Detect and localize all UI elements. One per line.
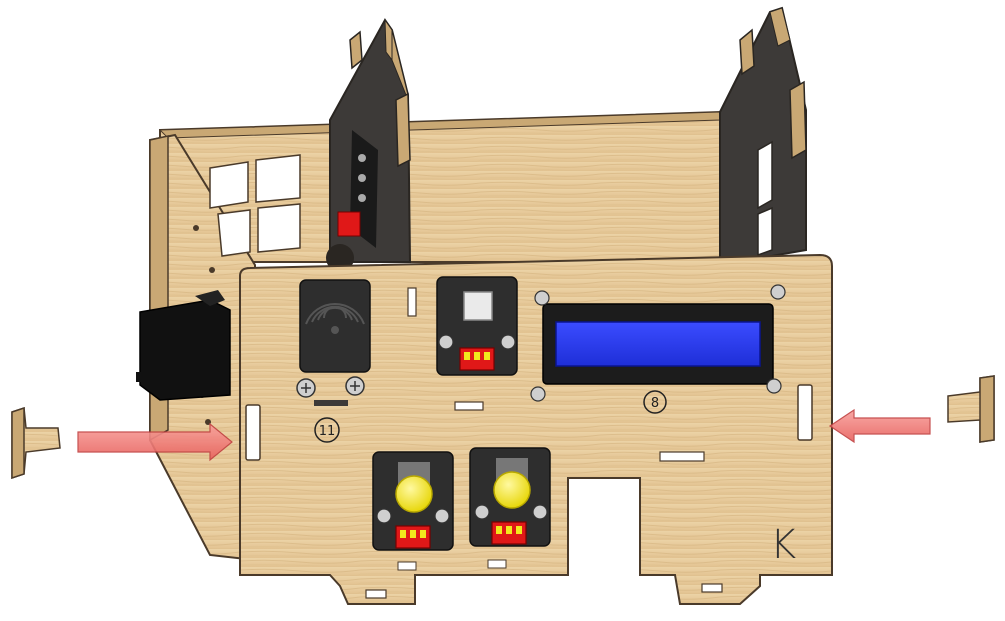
- front-panel: 11 8 K: [240, 255, 832, 604]
- label-eleven-text: 11: [319, 424, 336, 439]
- lcd-display: [543, 304, 773, 384]
- speaker-module: [300, 280, 370, 372]
- right-peg: [948, 376, 994, 442]
- left-peg: [12, 408, 60, 478]
- right-side-panel: [720, 8, 806, 262]
- corner-letter: K: [770, 522, 796, 568]
- label-eight-text: 8: [651, 396, 659, 411]
- white-button-module: [437, 277, 517, 375]
- right-insert-arrow: [830, 410, 930, 442]
- inner-divider-panel: [326, 20, 410, 272]
